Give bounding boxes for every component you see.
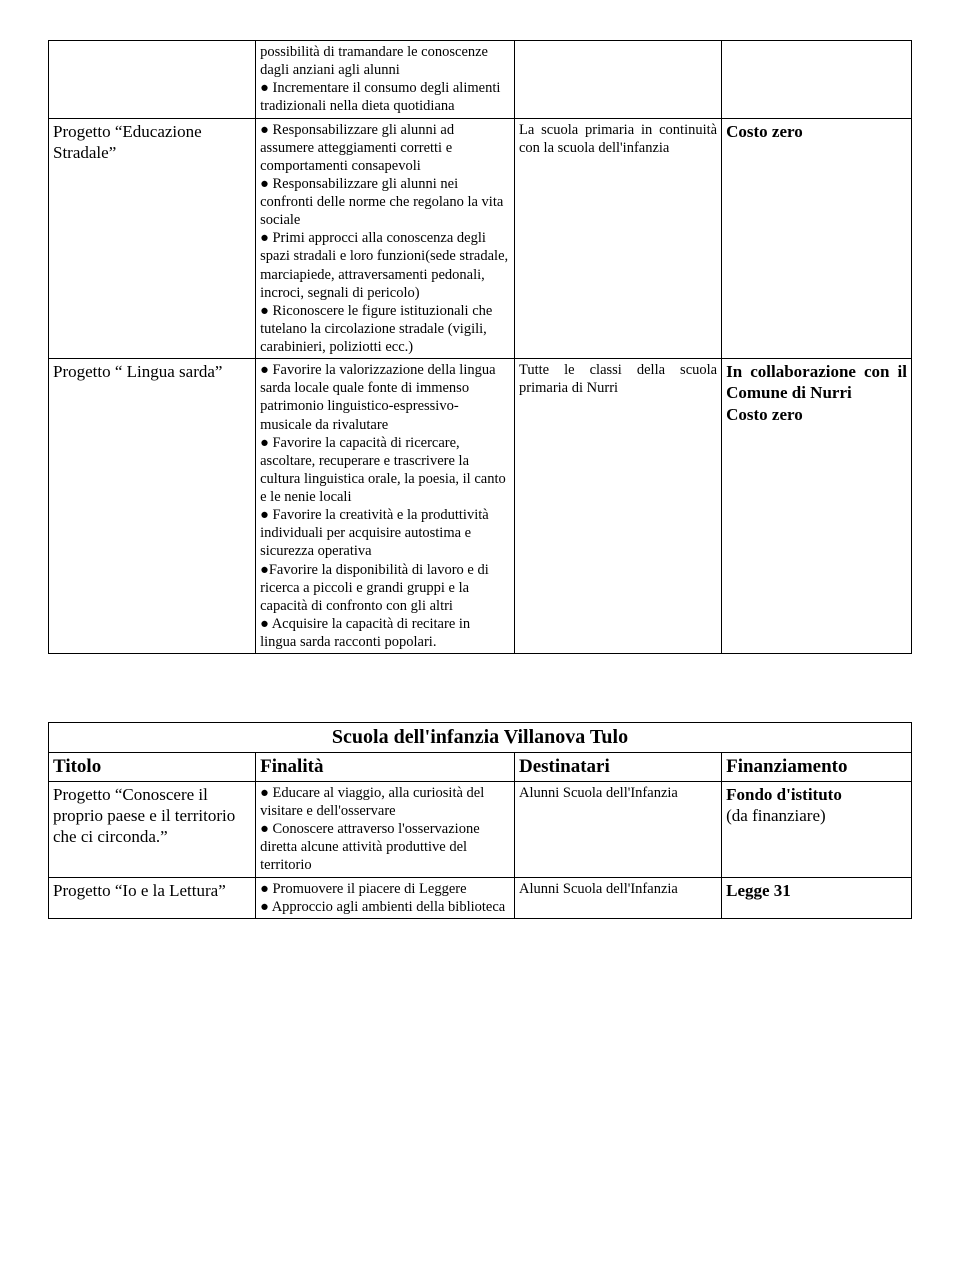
header-destinatari: Destinatari xyxy=(515,753,722,782)
table-row: Progetto “ Lingua sarda” ● Favorire la v… xyxy=(49,359,912,654)
project-finalita: ● Favorire la valorizzazione della lingu… xyxy=(256,359,515,654)
project-destinatari: Tutte le classi della scuola primaria di… xyxy=(515,359,722,654)
projects-table-2: Scuola dell'infanzia Villanova Tulo Tito… xyxy=(48,722,912,919)
project-finanziamento: Fondo d'istituto (da finanziare) xyxy=(722,781,912,877)
header-finanziamento: Finanziamento xyxy=(722,753,912,782)
project-title: Progetto “Conoscere il proprio paese e i… xyxy=(49,781,256,877)
fin-line2: Costo zero xyxy=(726,405,803,424)
column-header-row: Titolo Finalità Destinatari Finanziament… xyxy=(49,753,912,782)
fin-line1: In collaborazione con il Comune di Nurri xyxy=(726,362,907,402)
project-finanziamento: Costo zero xyxy=(722,118,912,359)
header-finalita: Finalità xyxy=(256,753,515,782)
project-destinatari: Alunni Scuola dell'Infanzia xyxy=(515,877,722,918)
table-row: Progetto “Conoscere il proprio paese e i… xyxy=(49,781,912,877)
header-titolo: Titolo xyxy=(49,753,256,782)
project-finanziamento: Legge 31 xyxy=(722,877,912,918)
project-finalita: ● Educare al viaggio, alla curiosità del… xyxy=(256,781,515,877)
project-finanziamento xyxy=(722,41,912,119)
project-finalita: ● Promuovere il piacere di Leggere ● App… xyxy=(256,877,515,918)
section-title: Scuola dell'infanzia Villanova Tulo xyxy=(49,723,912,753)
project-finanziamento: In collaborazione con il Comune di Nurri… xyxy=(722,359,912,654)
project-destinatari xyxy=(515,41,722,119)
table-row: Progetto “Educazione Stradale” ● Respons… xyxy=(49,118,912,359)
table-row: possibilità di tramandare le conoscenze … xyxy=(49,41,912,119)
project-finalita: possibilità di tramandare le conoscenze … xyxy=(256,41,515,119)
projects-table-1: possibilità di tramandare le conoscenze … xyxy=(48,40,912,654)
fin-line1: Fondo d'istituto xyxy=(726,785,842,804)
project-finalita: ● Responsabilizzare gli alunni ad assume… xyxy=(256,118,515,359)
project-destinatari: Alunni Scuola dell'Infanzia xyxy=(515,781,722,877)
project-title: Progetto “Io e la Lettura” xyxy=(49,877,256,918)
table-row: Progetto “Io e la Lettura” ● Promuovere … xyxy=(49,877,912,918)
project-title: Progetto “ Lingua sarda” xyxy=(49,359,256,654)
project-title xyxy=(49,41,256,119)
section-header-row: Scuola dell'infanzia Villanova Tulo xyxy=(49,723,912,753)
project-title: Progetto “Educazione Stradale” xyxy=(49,118,256,359)
fin-line2: (da finanziare) xyxy=(726,806,826,825)
project-destinatari: La scuola primaria in continuità con la … xyxy=(515,118,722,359)
